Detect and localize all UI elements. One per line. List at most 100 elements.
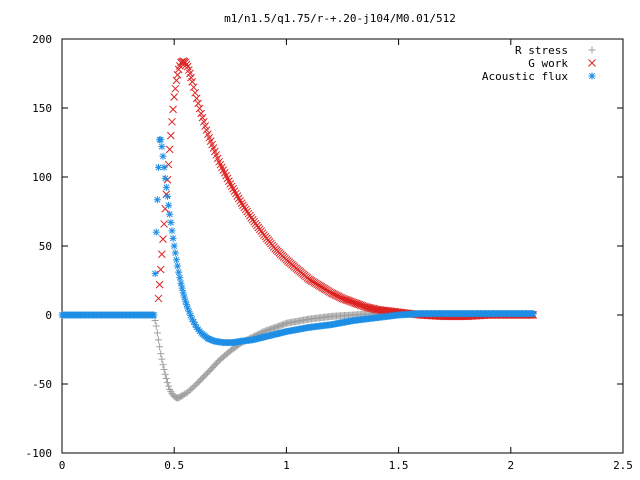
point-g-work xyxy=(340,295,348,303)
point-acoustic-flux xyxy=(150,311,158,319)
point-g-work xyxy=(348,298,357,306)
point-r-stress xyxy=(159,361,167,369)
point-g-work xyxy=(188,77,197,86)
point-g-work xyxy=(229,184,237,193)
point-g-work xyxy=(230,187,239,195)
point-acoustic-flux xyxy=(165,201,173,209)
point-g-work xyxy=(201,122,210,130)
point-g-work xyxy=(233,192,242,200)
point-acoustic-flux xyxy=(169,234,177,242)
point-g-work xyxy=(182,60,191,69)
point-g-work xyxy=(338,294,347,303)
point-acoustic-flux xyxy=(177,279,185,287)
point-g-work xyxy=(199,117,208,126)
series-layer xyxy=(58,57,538,402)
legend-marker-acoustic-flux xyxy=(588,72,596,80)
point-r-stress xyxy=(161,370,169,378)
point-acoustic-flux xyxy=(172,256,180,264)
point-acoustic-flux xyxy=(170,242,178,250)
point-g-work xyxy=(165,145,174,154)
y-tick-label: -100 xyxy=(26,447,53,460)
point-g-work xyxy=(226,180,235,188)
point-g-work xyxy=(232,189,240,198)
point-acoustic-flux xyxy=(163,192,171,200)
y-tick-label: 150 xyxy=(32,102,52,115)
point-g-work xyxy=(166,131,175,140)
point-acoustic-flux xyxy=(151,270,159,278)
point-g-work xyxy=(191,88,199,97)
point-r-stress xyxy=(157,350,165,358)
point-acoustic-flux xyxy=(154,163,162,171)
point-g-work xyxy=(344,296,352,305)
legend-label-r-stress: R stress xyxy=(515,44,568,57)
y-tick-label: -50 xyxy=(32,378,52,391)
point-g-work xyxy=(352,299,361,308)
point-g-work xyxy=(160,220,168,228)
point-r-stress xyxy=(162,374,170,382)
point-acoustic-flux xyxy=(178,284,186,292)
point-g-work xyxy=(156,265,165,274)
point-acoustic-flux xyxy=(157,136,165,144)
point-acoustic-flux xyxy=(161,174,169,182)
point-acoustic-flux xyxy=(175,268,183,276)
point-g-work xyxy=(341,295,350,304)
x-tick-label: 0 xyxy=(59,459,66,472)
series-acoustic-flux xyxy=(58,136,537,347)
point-acoustic-flux xyxy=(153,196,161,204)
point-g-work xyxy=(359,302,368,311)
point-g-work xyxy=(198,113,207,122)
point-r-stress xyxy=(152,322,160,330)
x-tick-label: 0.5 xyxy=(164,459,184,472)
point-g-work xyxy=(345,297,354,305)
point-g-work xyxy=(351,299,359,307)
point-g-work xyxy=(354,300,362,308)
point-acoustic-flux xyxy=(159,152,167,160)
point-g-work xyxy=(355,300,364,309)
point-g-work xyxy=(158,250,166,259)
point-g-work xyxy=(202,126,211,134)
y-tick-label: 100 xyxy=(32,171,52,184)
point-g-work xyxy=(227,182,236,191)
point-r-stress xyxy=(151,317,159,325)
point-acoustic-flux xyxy=(190,318,198,326)
point-g-work xyxy=(194,99,202,108)
point-acoustic-flux xyxy=(171,249,179,257)
point-acoustic-flux xyxy=(176,274,184,282)
y-tick-label: 0 xyxy=(45,309,52,322)
point-acoustic-flux xyxy=(152,228,160,236)
point-r-stress xyxy=(154,336,162,344)
point-g-work xyxy=(159,235,167,243)
point-acoustic-flux xyxy=(166,210,174,218)
chart-title: m1/n1.5/q1.75/r-+.20-j104/M0.01/512 xyxy=(224,12,456,25)
point-acoustic-flux xyxy=(162,183,170,191)
point-g-work xyxy=(155,280,164,289)
point-acoustic-flux xyxy=(180,293,188,301)
x-tick-label: 2 xyxy=(507,459,514,472)
point-g-work xyxy=(170,93,179,101)
legend-marker-r-stress xyxy=(588,46,596,54)
point-g-work xyxy=(192,94,201,103)
point-r-stress xyxy=(165,382,173,390)
y-tick-label: 200 xyxy=(32,33,52,46)
point-g-work xyxy=(236,196,244,205)
point-acoustic-flux xyxy=(167,219,175,227)
x-tick-label: 1 xyxy=(283,459,290,472)
point-r-stress xyxy=(163,379,171,387)
point-g-work xyxy=(356,301,365,310)
x-tick-label: 1.5 xyxy=(389,459,409,472)
point-g-work xyxy=(169,105,177,114)
point-g-work xyxy=(154,294,163,303)
legend-marker-g-work xyxy=(588,59,596,67)
point-g-work xyxy=(347,297,355,306)
x-tick-label: 2.5 xyxy=(613,459,633,472)
point-g-work xyxy=(168,117,176,126)
point-acoustic-flux xyxy=(174,262,182,270)
point-g-work xyxy=(358,301,366,310)
point-acoustic-flux xyxy=(529,310,537,318)
point-g-work xyxy=(234,194,243,203)
point-g-work xyxy=(189,83,198,92)
point-acoustic-flux xyxy=(168,227,176,235)
